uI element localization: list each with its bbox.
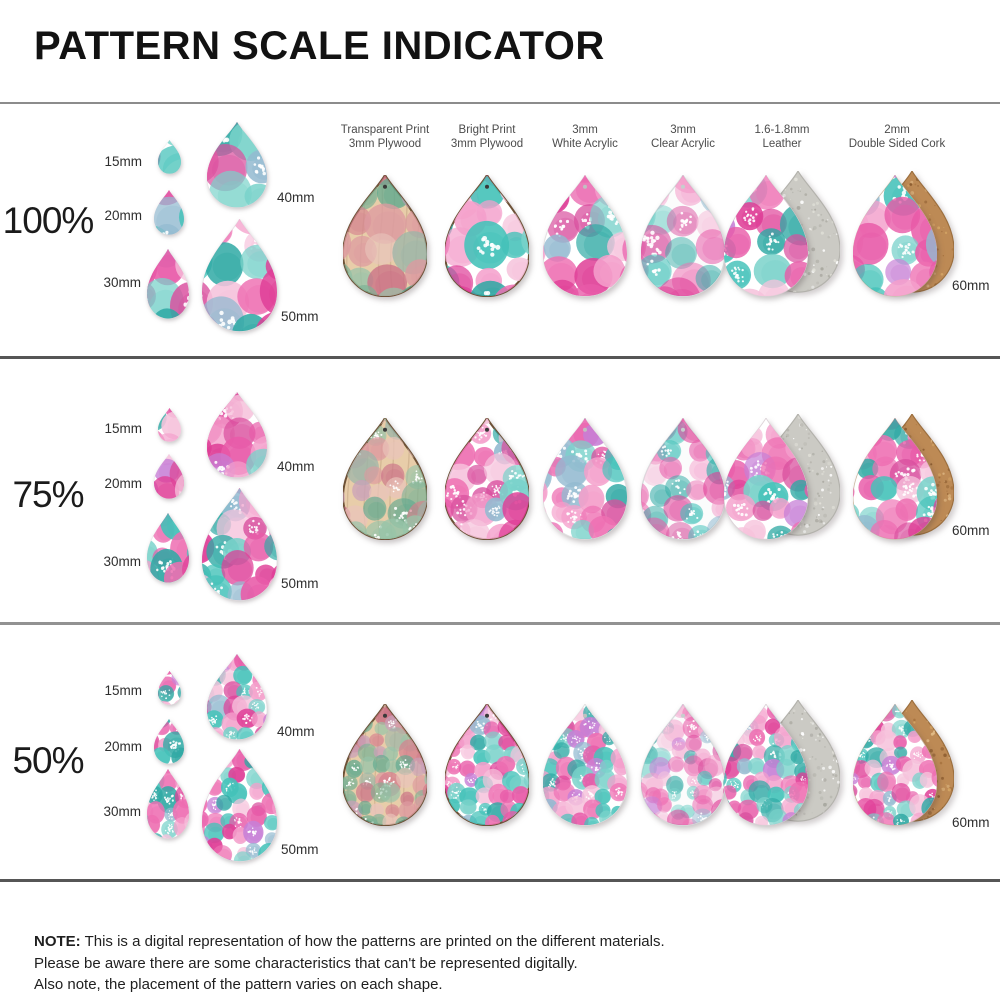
teardrop-40mm-75: [207, 392, 267, 478]
material-header-line1: Transparent Print: [340, 124, 430, 136]
note-label: NOTE:: [34, 933, 81, 950]
material-header-line2: 3mm Plywood: [348, 138, 422, 150]
teardrop-bright-plywood-100: [445, 175, 529, 297]
size-label-50mm: 50mm: [281, 842, 319, 857]
teardrop-clear-acrylic-50: [641, 704, 725, 826]
material-header-line1: 3mm: [670, 124, 696, 136]
size-label-20mm: 20mm: [104, 208, 142, 223]
teardrop-leather-50: [724, 704, 808, 826]
note-line-2: Please be aware there are some character…: [34, 954, 578, 972]
size-label-40mm: 40mm: [277, 724, 315, 739]
material-header-leather: 1.6-1.8mm Leather: [707, 123, 857, 151]
teardrop-30mm-50: [147, 769, 189, 839]
material-header-cork: 2mm Double Sided Cork: [822, 123, 972, 151]
note-line-1: NOTE: This is a digital representation o…: [34, 933, 665, 950]
teardrop-50mm-50: [201, 748, 277, 862]
teardrop-15mm-75: [157, 408, 181, 442]
teardrop-40mm-50: [207, 654, 267, 740]
divider-row1-row2: [0, 356, 1000, 359]
size-label-15mm: 15mm: [104, 683, 142, 698]
teardrop-transparent-plywood-75: [343, 418, 427, 540]
material-header-line1: 3mm: [572, 124, 598, 136]
teardrop-40mm-100: [207, 122, 267, 208]
teardrop-white-acrylic-50: [543, 704, 627, 826]
size-label-50mm: 50mm: [281, 576, 319, 591]
material-size-label-60mm: 60mm: [952, 278, 990, 293]
teardrop-15mm-100: [157, 140, 181, 174]
teardrop-50mm-100: [201, 218, 277, 332]
divider-under-title: [0, 102, 1000, 104]
scale-label-100: 100%: [2, 200, 95, 241]
teardrop-30mm-100: [147, 249, 189, 319]
teardrop-cork-50: [853, 704, 937, 826]
teardrop-bright-plywood-75: [445, 418, 529, 540]
teardrop-clear-acrylic-100: [641, 175, 725, 297]
material-size-label-60mm: 60mm: [952, 815, 990, 830]
teardrop-transparent-plywood-50: [343, 704, 427, 826]
divider-row2-row3: [0, 622, 1000, 625]
teardrop-white-acrylic-75: [543, 418, 627, 540]
material-header-line2: Leather: [762, 138, 802, 150]
size-label-30mm: 30mm: [103, 804, 141, 819]
material-header-line1: Bright Print: [458, 124, 516, 136]
scale-label-50: 50%: [12, 740, 84, 781]
material-header-line1: 2mm: [884, 124, 910, 136]
size-label-15mm: 15mm: [104, 154, 142, 169]
material-header-line2: White Acrylic: [552, 138, 618, 150]
material-header-line2: Double Sided Cork: [848, 138, 946, 150]
teardrop-leather-100: [724, 175, 808, 297]
size-label-20mm: 20mm: [104, 476, 142, 491]
teardrop-20mm-100: [154, 189, 184, 235]
note-line-3: Also note, the placement of the pattern …: [34, 976, 443, 993]
teardrop-20mm-50: [154, 718, 184, 764]
size-label-40mm: 40mm: [277, 190, 315, 205]
size-label-30mm: 30mm: [103, 275, 141, 290]
teardrop-leather-75: [724, 418, 808, 540]
material-size-label-60mm: 60mm: [952, 523, 990, 538]
size-label-15mm: 15mm: [104, 421, 142, 436]
teardrop-20mm-75: [154, 453, 184, 499]
material-header-bright-plywood: Bright Print 3mm Plywood: [412, 123, 562, 151]
teardrop-white-acrylic-100: [543, 175, 627, 297]
size-label-40mm: 40mm: [277, 459, 315, 474]
material-header-white-acrylic: 3mm White Acrylic: [510, 123, 660, 151]
size-label-30mm: 30mm: [103, 554, 141, 569]
teardrop-cork-75: [853, 418, 937, 540]
material-header-clear-acrylic: 3mm Clear Acrylic: [608, 123, 758, 151]
material-header-line2: Clear Acrylic: [651, 138, 715, 150]
teardrop-cork-100: [853, 175, 937, 297]
material-header-transparent-plywood: Transparent Print 3mm Plywood: [310, 123, 460, 151]
page-title: PATTERN SCALE INDICATOR: [34, 24, 605, 68]
scale-label-75: 75%: [12, 474, 84, 515]
teardrop-clear-acrylic-75: [641, 418, 725, 540]
size-label-50mm: 50mm: [281, 309, 319, 324]
teardrop-bright-plywood-50: [445, 704, 529, 826]
material-header-line1: 1.6-1.8mm: [754, 124, 810, 136]
teardrop-transparent-plywood-100: [343, 175, 427, 297]
teardrop-15mm-50: [157, 671, 181, 705]
divider-above-note: [0, 879, 1000, 882]
teardrop-30mm-75: [147, 513, 189, 583]
teardrop-50mm-75: [201, 487, 277, 601]
material-header-line2: 3mm Plywood: [450, 138, 524, 150]
note-block: NOTE: This is a digital representation o…: [34, 931, 934, 996]
size-label-20mm: 20mm: [104, 739, 142, 754]
